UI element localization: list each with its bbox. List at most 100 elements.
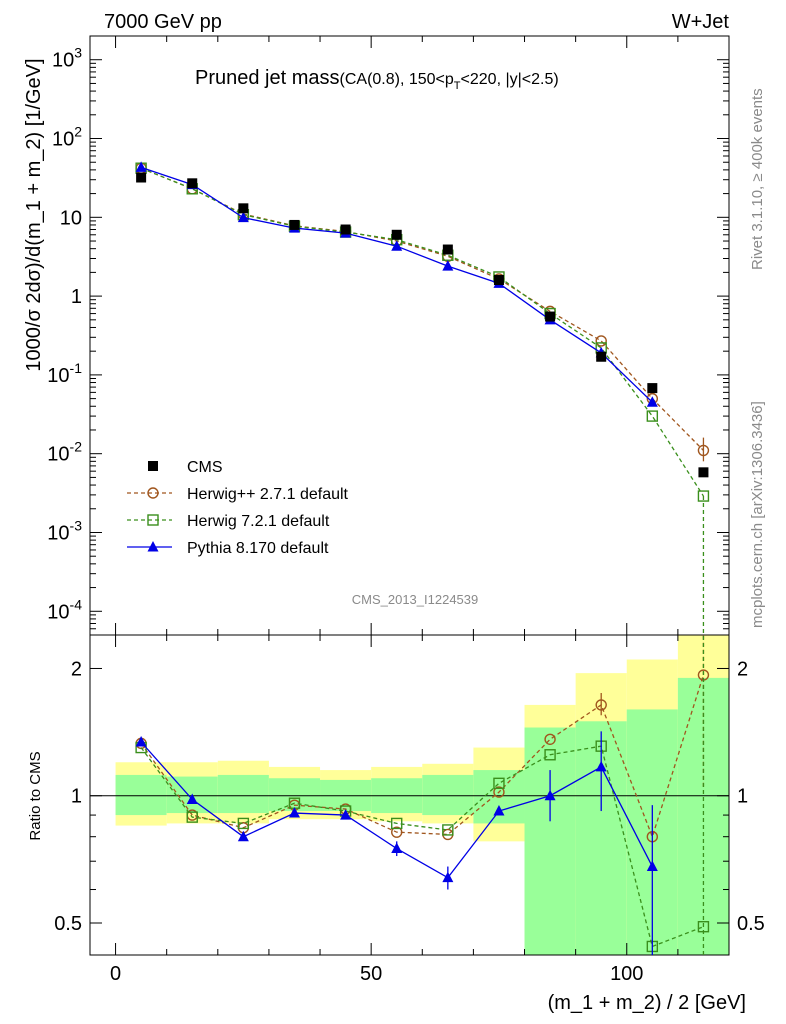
marker-herwig7	[147, 514, 159, 526]
ratio-tick-label: 1	[71, 786, 82, 808]
marker-herwigpp	[544, 733, 556, 745]
legend-entry: CMS	[148, 459, 223, 476]
marker-pythia	[442, 260, 454, 271]
marker-pythia	[135, 735, 147, 747]
chart-subtitle-a: (CA(0.8), 150<p	[340, 71, 454, 88]
y-tick-label: 10-4	[47, 596, 82, 623]
ratio-tick-label-right: 0.5	[737, 913, 765, 935]
marker-herwig7	[493, 777, 505, 790]
marker-herwig7	[646, 410, 659, 422]
marker-cms	[596, 351, 607, 362]
y-tick-label: 103	[52, 45, 82, 72]
legend-entry: Herwig 7.2.1 default	[127, 513, 330, 530]
y-tick-exponent: -4	[70, 596, 83, 612]
x-axis-label: (m_1 + m_2) / 2 [GeV]	[548, 992, 746, 1014]
marker-herwigpp	[147, 487, 159, 499]
ratio-tick-label-right: 1	[737, 786, 748, 808]
legend-label: Pythia 8.170 default	[187, 540, 329, 557]
marker-herwig7	[237, 817, 250, 830]
x-tick-label: 50	[360, 963, 382, 985]
marker-cms	[136, 172, 147, 183]
ratio-uncertainty-bands	[115, 635, 729, 955]
series-line	[140, 167, 704, 451]
marker-pythia	[646, 396, 658, 407]
marker-herwig7	[544, 749, 556, 761]
marker-pythia	[135, 161, 147, 172]
ratio-line	[140, 674, 705, 839]
marker-pythia	[391, 240, 403, 251]
ratio-tick-label: 2	[71, 658, 82, 680]
chart-subtitle-b: <220, |y|<2.5)	[461, 71, 559, 88]
y-tick-base: 10	[52, 50, 74, 72]
stat-band	[677, 677, 729, 955]
header-right: W+Jet	[672, 11, 730, 33]
data-layer	[135, 161, 710, 955]
rivet-label: Rivet 3.1.10, ≥ 400k events	[749, 88, 766, 270]
y-tick-exponent: 3	[74, 45, 82, 61]
marker-cms	[647, 383, 658, 394]
y-tick-base: 10	[47, 522, 69, 544]
marker-pythia	[288, 807, 300, 818]
marker-cms	[698, 467, 709, 478]
y-tick-exponent: -3	[70, 517, 83, 533]
series-herwig-7-2-1-default	[135, 162, 710, 502]
series-line	[140, 166, 653, 403]
marker-herwigpp	[391, 826, 403, 838]
marker-herwigpp	[595, 335, 607, 347]
marker-herwig7	[697, 490, 710, 502]
marker-cms	[442, 244, 453, 255]
chart-title: Pruned jet mass	[195, 67, 340, 89]
y-tick-base: 10	[47, 601, 69, 623]
stat-band	[524, 727, 576, 955]
legend-entry: Pythia 8.170 default	[127, 540, 329, 557]
y-tick-label: 1	[71, 286, 82, 308]
marker-pythia	[237, 211, 249, 223]
chart-title-line: Pruned jet mass(CA(0.8), 150<pT<220, |y|…	[195, 67, 559, 92]
mcplots-label: mcplots.cern.ch [arXiv:1306.3436]	[749, 401, 766, 628]
marker-pythia	[147, 541, 159, 552]
marker-pythia	[493, 805, 505, 816]
marker-cms	[148, 461, 158, 471]
x-tick-label: 100	[610, 963, 643, 985]
y-tick-label: 10-2	[47, 439, 82, 466]
legend-entry: Herwig++ 2.7.1 default	[127, 486, 349, 503]
y-tick-exponent: -1	[70, 360, 83, 376]
series-herwig-2-7-1-default	[135, 162, 710, 457]
marker-pythia	[237, 830, 249, 842]
marker-cms	[391, 229, 402, 240]
y-tick-label: 10-3	[47, 517, 82, 544]
x-tick-label: 0	[110, 963, 121, 985]
marker-herwigpp	[493, 786, 505, 798]
y-tick-label: 10	[60, 207, 82, 229]
plot-frame	[89, 35, 730, 956]
stat-band	[217, 774, 269, 814]
y-tick-base: 10	[52, 129, 74, 151]
ratio-y-axis-label: Ratio to CMS	[27, 751, 44, 840]
series-cms	[136, 172, 709, 478]
marker-herwig7	[442, 824, 454, 836]
marker-cms	[187, 178, 198, 189]
y-tick-label: 10-1	[47, 360, 82, 387]
marker-cms	[289, 219, 300, 230]
marker-herwig7	[186, 811, 198, 823]
marker-pythia	[340, 809, 352, 820]
y-axis-label: 1000/σ 2dσ)/d(m_1 + m_2) [1/GeV]	[23, 58, 45, 371]
marker-herwig7	[391, 817, 403, 830]
legend: CMS Herwig++ 2.7.1 default Herwig 7.2.1 de…	[127, 459, 349, 557]
marker-cms	[340, 224, 351, 235]
legend-label: CMS	[187, 459, 223, 476]
series-pythia-8-170-default	[135, 161, 658, 407]
series-line	[140, 167, 704, 497]
y-tick-label: 102	[52, 124, 82, 151]
y-tick-exponent: 2	[74, 124, 82, 140]
analysis-id: CMS_2013_I1224539	[352, 592, 479, 607]
legend-label: Herwig 7.2.1 default	[187, 513, 330, 530]
legend-label: Herwig++ 2.7.1 default	[187, 486, 349, 503]
y-tick-exponent: -2	[70, 439, 83, 455]
ratio-tick-label-right: 2	[737, 658, 748, 680]
stat-band	[115, 774, 167, 816]
marker-pythia	[186, 793, 198, 804]
ratio-line	[140, 745, 704, 948]
y-tick-base: 10	[47, 444, 69, 466]
